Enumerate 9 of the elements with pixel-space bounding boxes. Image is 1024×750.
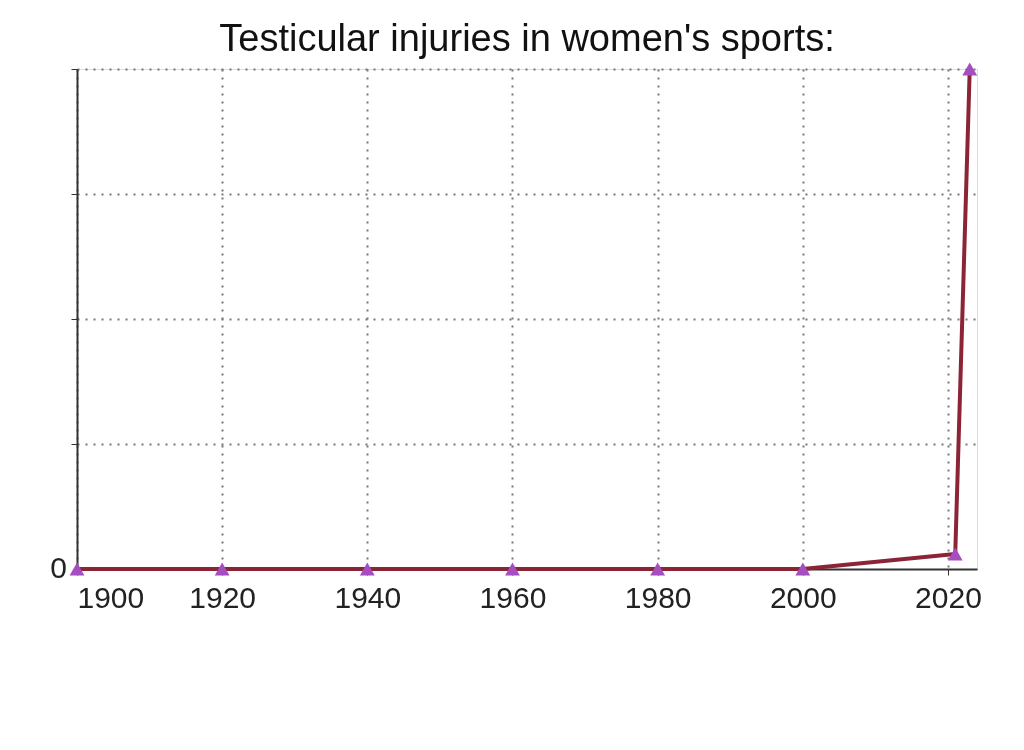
x-tick-label: 1920 <box>189 580 257 614</box>
x-tick-label: 2000 <box>769 580 837 614</box>
x-tick-label: 1900 <box>77 580 145 614</box>
chart-title: Testicular injuries in women's sports: <box>219 16 835 59</box>
x-tick-label: 2020 <box>915 580 982 614</box>
annotation: 0 <box>50 551 67 584</box>
x-tick-label: 1940 <box>334 580 402 614</box>
x-tick-label: 1960 <box>479 580 547 614</box>
x-tick-label: 1980 <box>624 580 692 614</box>
